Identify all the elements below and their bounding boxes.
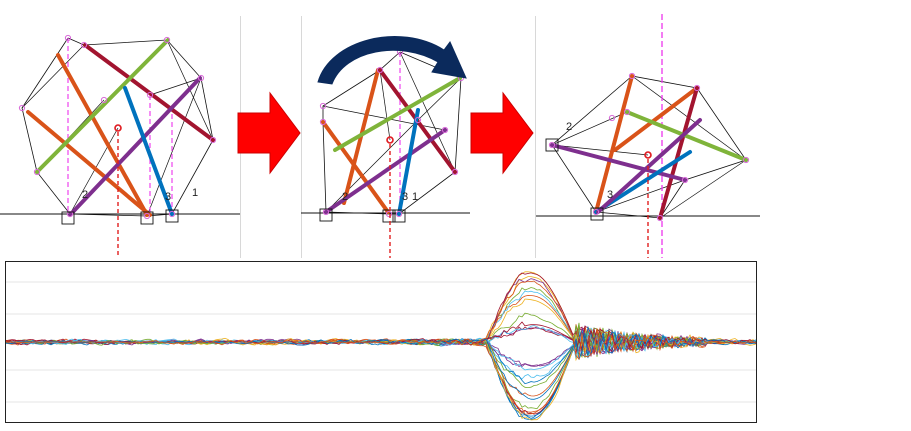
signal-trace bbox=[6, 325, 756, 410]
node-label: 1 bbox=[412, 191, 418, 203]
cable bbox=[322, 105, 446, 131]
signal-traces bbox=[6, 271, 756, 421]
node-marker bbox=[414, 116, 422, 124]
signal-trace bbox=[6, 280, 756, 361]
contact-box bbox=[590, 207, 604, 221]
node-marker bbox=[395, 210, 403, 218]
node-label: 3 bbox=[402, 191, 408, 203]
node-marker bbox=[548, 141, 556, 149]
strut bbox=[613, 86, 699, 152]
strut bbox=[321, 120, 390, 214]
signal-trace bbox=[6, 325, 756, 385]
cable-outline bbox=[551, 75, 747, 219]
contact-box bbox=[382, 209, 396, 223]
contact-box bbox=[392, 209, 406, 223]
node-marker bbox=[168, 210, 176, 218]
node-marker bbox=[608, 114, 616, 122]
node-label: 2 bbox=[342, 191, 348, 203]
strut bbox=[550, 143, 687, 182]
node-label: 3 bbox=[607, 189, 613, 201]
node-marker bbox=[66, 210, 74, 218]
contact-box bbox=[61, 211, 75, 225]
cable bbox=[399, 51, 456, 173]
signal-trace bbox=[6, 331, 756, 400]
contact-box bbox=[319, 208, 333, 222]
cable bbox=[146, 77, 202, 217]
contact-box bbox=[165, 209, 179, 223]
strut bbox=[658, 86, 699, 220]
strut bbox=[333, 76, 462, 152]
node-marker bbox=[656, 214, 664, 222]
node-marker bbox=[163, 36, 171, 44]
tensegrity-panel-upright: 2 3 1 bbox=[0, 34, 240, 258]
node-marker bbox=[319, 118, 327, 126]
cable-outline bbox=[322, 51, 462, 215]
centroid-marker bbox=[386, 136, 394, 144]
cable bbox=[379, 69, 391, 141]
cable bbox=[551, 144, 649, 156]
centroid-marker bbox=[644, 151, 652, 159]
node-label: 3 bbox=[165, 191, 171, 203]
red-arrow-right bbox=[237, 91, 301, 175]
node-marker bbox=[385, 210, 393, 218]
node-marker bbox=[64, 34, 72, 42]
cable bbox=[149, 77, 202, 96]
strut bbox=[397, 108, 420, 216]
signal-trace bbox=[6, 325, 756, 389]
strut bbox=[35, 38, 170, 174]
cable bbox=[659, 159, 747, 219]
node-marker bbox=[681, 176, 689, 184]
signal-plot bbox=[5, 261, 757, 423]
node-marker bbox=[80, 41, 88, 49]
strut bbox=[68, 76, 202, 217]
signal-trace bbox=[6, 312, 756, 358]
node-label: 2 bbox=[566, 121, 572, 133]
strut bbox=[594, 74, 634, 214]
panel-divider bbox=[301, 16, 302, 258]
strut bbox=[123, 86, 174, 216]
contact-box bbox=[140, 211, 154, 225]
node-marker bbox=[742, 156, 750, 164]
node-label: 2 bbox=[82, 189, 88, 201]
cable bbox=[417, 77, 462, 121]
node-marker bbox=[592, 208, 600, 216]
strut bbox=[596, 118, 702, 214]
signal-trace bbox=[6, 298, 756, 362]
node-marker bbox=[441, 126, 449, 134]
centroid-marker bbox=[114, 124, 122, 132]
red-arrow-right bbox=[470, 91, 534, 175]
node-label: 1 bbox=[192, 187, 198, 199]
strut bbox=[324, 128, 447, 214]
node-marker bbox=[451, 168, 459, 176]
node-marker bbox=[693, 84, 701, 92]
strut bbox=[56, 53, 149, 217]
cable bbox=[69, 127, 119, 215]
node-marker bbox=[197, 74, 205, 82]
node-marker bbox=[18, 104, 26, 112]
rotation-arrow-icon bbox=[317, 36, 467, 85]
strut bbox=[625, 110, 748, 162]
node-marker bbox=[33, 168, 41, 176]
contact-box bbox=[545, 138, 559, 152]
strut bbox=[26, 110, 152, 217]
node-marker bbox=[143, 212, 151, 220]
cable bbox=[21, 44, 85, 109]
tensegrity-panel-rolled: 23 bbox=[536, 14, 760, 258]
node-marker bbox=[376, 66, 384, 74]
node-marker bbox=[319, 102, 327, 110]
node-marker bbox=[209, 136, 217, 144]
node-marker bbox=[100, 96, 108, 104]
node-marker bbox=[146, 91, 154, 99]
node-marker bbox=[623, 108, 631, 116]
panel-divider bbox=[535, 16, 536, 258]
node-marker bbox=[628, 72, 636, 80]
cable bbox=[325, 119, 419, 213]
